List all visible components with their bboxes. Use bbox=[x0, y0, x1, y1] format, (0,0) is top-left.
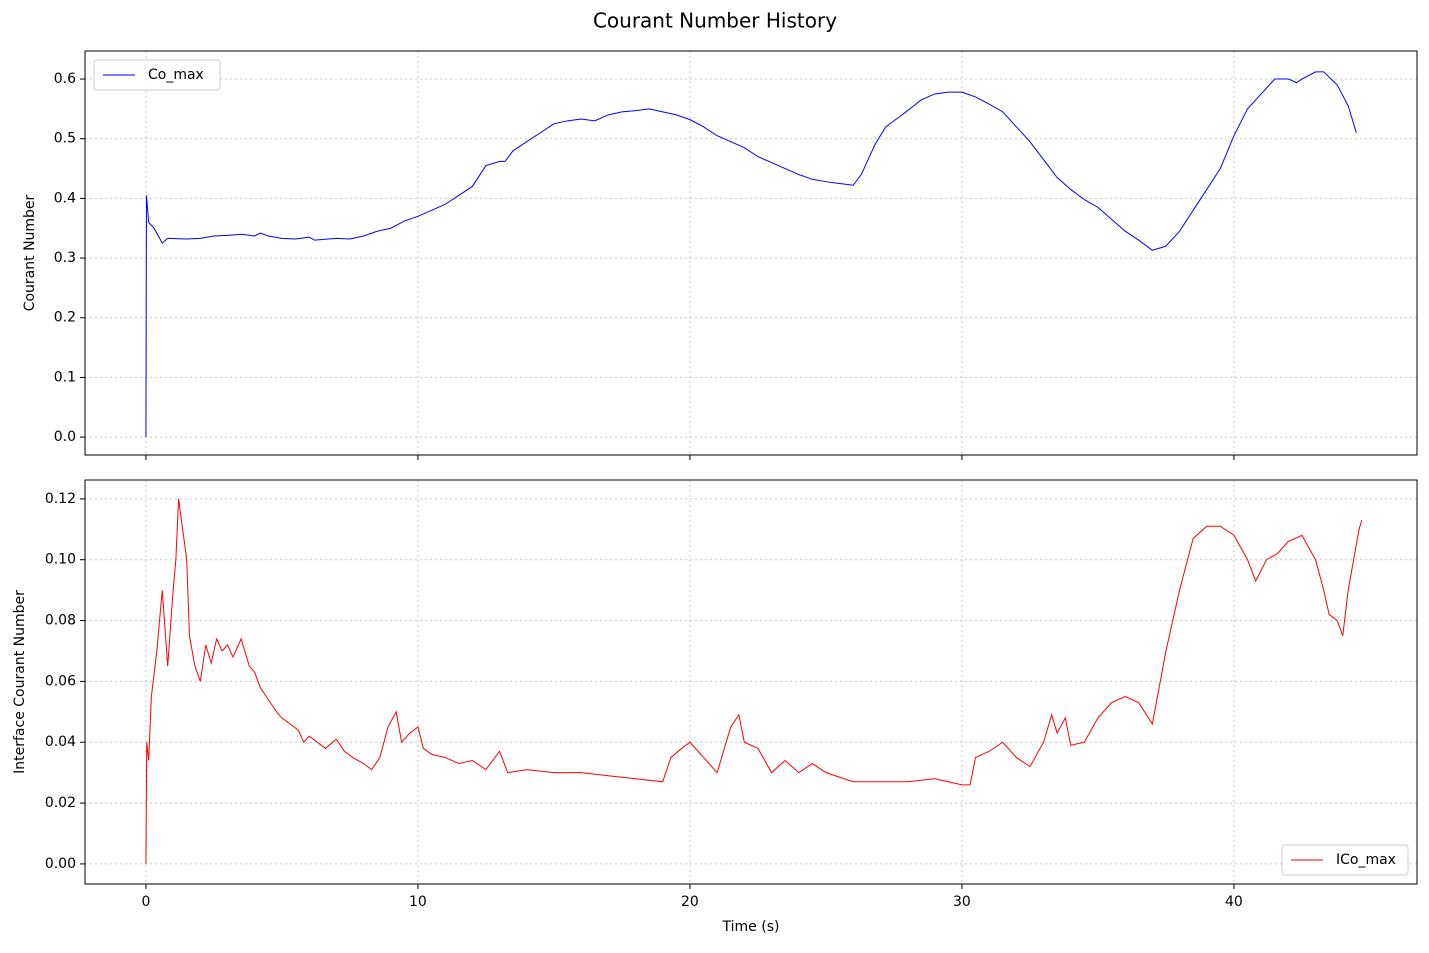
y-tick-label: 0.5 bbox=[54, 131, 76, 147]
y-axis-label: Courant Number bbox=[22, 194, 38, 311]
y-tick-label: 0.4 bbox=[54, 190, 76, 206]
axes-frame bbox=[84, 479, 1418, 885]
x-tick-label: 20 bbox=[681, 894, 699, 910]
y-axis-label: Interface Courant Number bbox=[12, 590, 28, 774]
axes-frame bbox=[84, 50, 1418, 456]
y-tick-label: 0.2 bbox=[54, 310, 76, 326]
legend-box bbox=[1281, 844, 1409, 876]
x-axis-label: Time (s) bbox=[722, 919, 780, 935]
legend-label: ICo_max bbox=[1336, 852, 1396, 868]
line-series bbox=[145, 498, 1363, 864]
x-tick-label: 40 bbox=[1225, 894, 1243, 910]
y-tick-label: 0.04 bbox=[45, 734, 76, 750]
y-tick-label: 0.1 bbox=[54, 369, 76, 385]
y-tick-label: 0.12 bbox=[45, 491, 76, 507]
x-tick-label: 10 bbox=[409, 894, 427, 910]
y-tick-label: 0.02 bbox=[45, 795, 76, 811]
legend-box bbox=[93, 59, 221, 91]
y-tick-label: 0.06 bbox=[45, 673, 76, 689]
legend-label: Co_max bbox=[148, 67, 204, 83]
x-tick-label: 30 bbox=[953, 894, 971, 910]
y-tick-label: 0.10 bbox=[45, 552, 76, 568]
y-tick-label: 0.00 bbox=[45, 856, 76, 872]
figure-title: Courant Number History bbox=[593, 9, 837, 33]
line-series bbox=[145, 71, 1357, 438]
x-tick-label: 0 bbox=[141, 894, 150, 910]
y-tick-label: 0.3 bbox=[54, 250, 76, 266]
y-tick-label: 0.08 bbox=[45, 613, 76, 629]
y-tick-label: 0.0 bbox=[54, 429, 76, 445]
y-tick-label: 0.6 bbox=[54, 71, 76, 87]
